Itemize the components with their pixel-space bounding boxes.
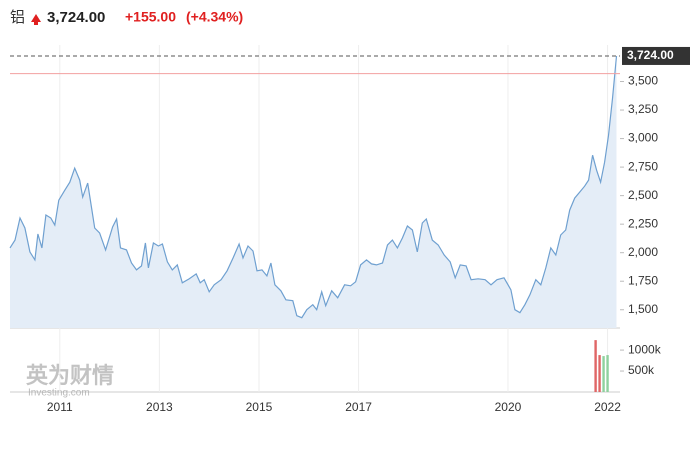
y-tick-label: 2,250 [628,216,658,230]
x-tick-label: 2011 [47,400,73,414]
watermark-brand: 英为财情 [26,363,114,388]
instrument-name: 铝 [10,9,25,26]
y-tick-label: 2,000 [628,245,658,259]
last-value-label: 3,724.00 [627,48,674,62]
watermark-site: Investing.com [28,388,90,399]
last-value-tag [622,46,690,65]
change-percent: (+4.34%) [186,9,243,25]
price-area [10,56,617,328]
y-tick-label: 3,000 [628,131,658,145]
volume-tick-label: 1000k [628,342,662,356]
volume-bar [606,355,609,392]
volume-bar [602,356,605,392]
x-tick-label: 2013 [146,400,173,414]
change: +155.00 [125,9,176,25]
y-tick-label: 2,750 [628,159,658,173]
volume-bar [598,355,601,392]
x-tick-label: 2022 [594,400,621,414]
volume-bar [594,340,597,392]
y-tick-label: 2,500 [628,188,658,202]
y-tick-label: 3,500 [628,74,658,88]
volume-tick-label: 500k [628,363,655,377]
x-tick-label: 2015 [246,400,273,414]
price: 3,724.00 [47,9,105,26]
price-line [9,55,618,319]
y-tick-label: 3,250 [628,102,658,116]
y-tick-label: 1,750 [628,273,658,287]
y-tick-label: 1,500 [628,302,658,316]
up-arrow [31,14,41,25]
x-tick-label: 2017 [345,400,372,414]
x-tick-label: 2020 [495,400,522,414]
